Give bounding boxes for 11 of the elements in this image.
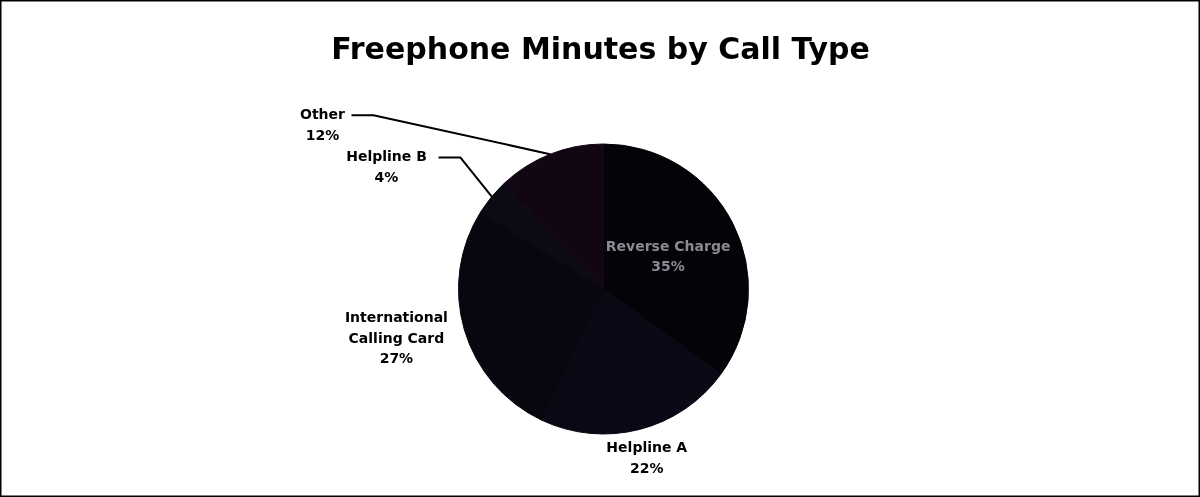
data-label: 4% xyxy=(374,168,399,185)
slice-label: Reverse Charge xyxy=(605,237,731,254)
data-label: 12% xyxy=(305,126,340,143)
slice-label: Helpline B xyxy=(346,148,427,165)
data-label: 35% xyxy=(651,258,685,275)
data-label: 22% xyxy=(630,459,664,476)
data-label: 27% xyxy=(379,350,414,367)
slice-label: Helpline A xyxy=(606,439,688,456)
slice-label: International Calling Card xyxy=(344,308,448,346)
chart-title: Freephone Minutes by Call Type xyxy=(331,31,870,66)
slice-label: Other xyxy=(300,105,346,122)
